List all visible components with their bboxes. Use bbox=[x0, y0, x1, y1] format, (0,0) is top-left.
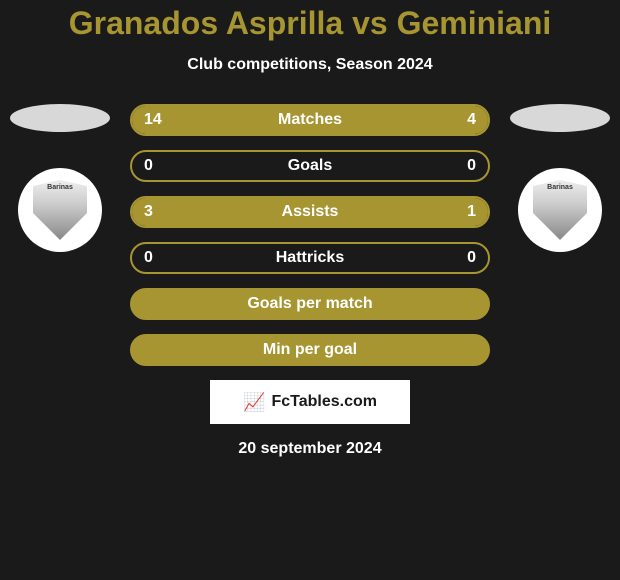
shield-icon: Barinas bbox=[530, 180, 590, 240]
player-right-avatar-placeholder bbox=[510, 104, 610, 132]
stat-row-hattricks: 0 Hattricks 0 bbox=[130, 242, 490, 274]
stat-value-right: 0 bbox=[467, 152, 476, 180]
brand-text: FcTables.com bbox=[271, 393, 377, 411]
player-right-club-logo: Barinas bbox=[518, 168, 602, 252]
stat-row-min-per-goal: Min per goal bbox=[130, 334, 490, 366]
stat-label: Matches bbox=[132, 106, 488, 134]
player-left-avatar-placeholder bbox=[10, 104, 110, 132]
stat-row-goals-per-match: Goals per match bbox=[130, 288, 490, 320]
date-text: 20 september 2024 bbox=[0, 440, 620, 458]
stat-label: Goals bbox=[132, 152, 488, 180]
stat-row-goals: 0 Goals 0 bbox=[130, 150, 490, 182]
player-left-club-logo: Barinas bbox=[18, 168, 102, 252]
player-right-column: Barinas bbox=[510, 104, 610, 252]
shield-icon: Barinas bbox=[30, 180, 90, 240]
player-left-column: Barinas bbox=[10, 104, 110, 252]
stat-value-right: 4 bbox=[467, 106, 476, 134]
stat-row-assists: 3 Assists 1 bbox=[130, 196, 490, 228]
stat-row-matches: 14 Matches 4 bbox=[130, 104, 490, 136]
stat-value-right: 0 bbox=[467, 244, 476, 272]
shield-text: Barinas bbox=[530, 184, 590, 191]
subtitle: Club competitions, Season 2024 bbox=[0, 56, 620, 74]
stat-value-right: 1 bbox=[467, 198, 476, 226]
stat-label: Assists bbox=[132, 198, 488, 226]
page-title: Granados Asprilla vs Geminiani bbox=[0, 0, 620, 42]
comparison-content: Barinas Barinas 14 Matches 4 0 Goals 0 bbox=[0, 104, 620, 458]
shield-text: Barinas bbox=[30, 184, 90, 191]
stat-label: Hattricks bbox=[132, 244, 488, 272]
chart-icon: 📈 bbox=[243, 392, 265, 413]
stats-container: 14 Matches 4 0 Goals 0 3 Assists 1 0 Hat… bbox=[130, 104, 490, 366]
brand-badge: 📈 FcTables.com bbox=[210, 380, 410, 424]
